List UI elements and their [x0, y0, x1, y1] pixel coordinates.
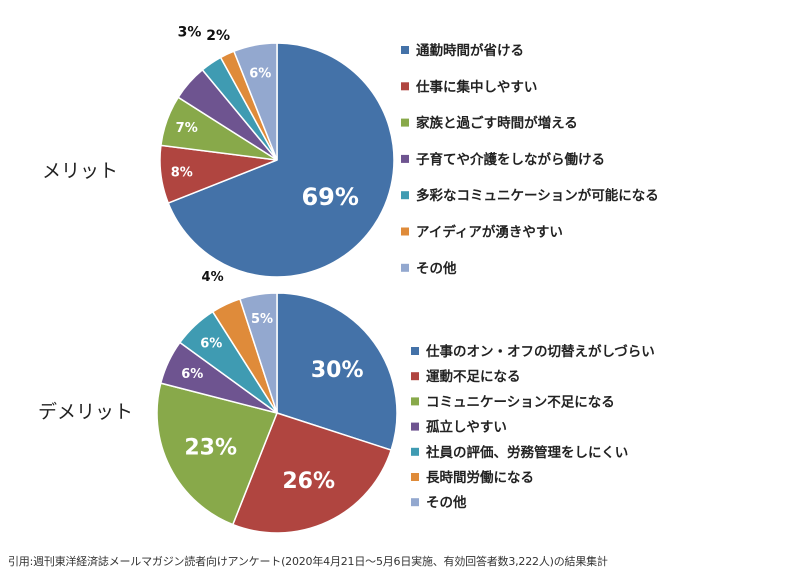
legend-swatch — [411, 372, 419, 381]
pie-data-label: 23% — [184, 436, 237, 461]
pie-slice — [231, 412, 393, 534]
pie-data-label: 69% — [301, 183, 358, 211]
legend-entry: 多彩なコミュニケーションが可能になる — [416, 187, 659, 204]
legend-swatch — [411, 473, 419, 481]
legend-entry: 家族と過ごす時間が増える — [416, 115, 578, 132]
legend-swatch — [401, 82, 409, 91]
legend-entry: 運動不足になる — [426, 368, 521, 385]
pie-data-label: 4% — [202, 270, 224, 285]
pie-data-label: 6% — [200, 337, 222, 352]
legend-entry: 仕事に集中しやすい — [415, 78, 537, 95]
pie-data-label: 8% — [171, 166, 193, 181]
legend-entry: コミュニケーション不足になる — [426, 394, 615, 410]
legend-swatch — [401, 154, 409, 163]
pie-slice — [156, 382, 279, 526]
legend-swatch — [401, 227, 409, 236]
pie-data-label: 6% — [181, 367, 203, 382]
legend-entry: 仕事のオン・オフの切替えがしづらい — [425, 343, 655, 360]
pie-slice — [167, 42, 395, 278]
legend-swatch — [411, 498, 419, 507]
legend-entry: アイディアが湧きやすい — [416, 224, 563, 241]
pie-section-label: メリット — [42, 160, 118, 182]
pie-slice — [238, 292, 278, 414]
pie-data-label: 6% — [249, 66, 271, 81]
pie-data-label: 5% — [251, 312, 273, 327]
pie-slice — [232, 42, 278, 161]
legend-entry: その他 — [426, 494, 467, 511]
legend-entry: 社員の評価、労務管理をしにくい — [425, 444, 628, 461]
legend-swatch — [401, 263, 409, 272]
legend-swatch — [411, 397, 419, 406]
pie-data-label: 26% — [282, 469, 335, 494]
legend-swatch — [401, 46, 409, 54]
legend-entry: 孤立しやすい — [426, 419, 507, 436]
source-footnote: 引用:週刊東洋経済誌メールマガジン読者向けアンケート(2020年4月21日〜5月… — [8, 555, 608, 568]
pie-section-label: デメリット — [38, 401, 133, 423]
legend-entry: その他 — [416, 260, 457, 277]
pie-data-label: 3% — [178, 24, 202, 40]
legend-entry: 長時間労働になる — [426, 469, 534, 486]
legend-swatch — [411, 347, 419, 355]
legend-entry: 子育てや介護をしながら働ける — [416, 151, 605, 168]
pie-data-label: 30% — [311, 358, 364, 383]
pie-data-label: 2% — [206, 28, 230, 44]
legend-swatch — [401, 118, 409, 127]
pie-data-label: 7% — [176, 121, 198, 136]
legend-swatch — [401, 191, 409, 200]
legend-swatch — [411, 422, 419, 431]
legend-entry: 通勤時間が省ける — [416, 42, 524, 59]
pie-slice — [276, 292, 398, 452]
legend-swatch — [411, 447, 419, 456]
